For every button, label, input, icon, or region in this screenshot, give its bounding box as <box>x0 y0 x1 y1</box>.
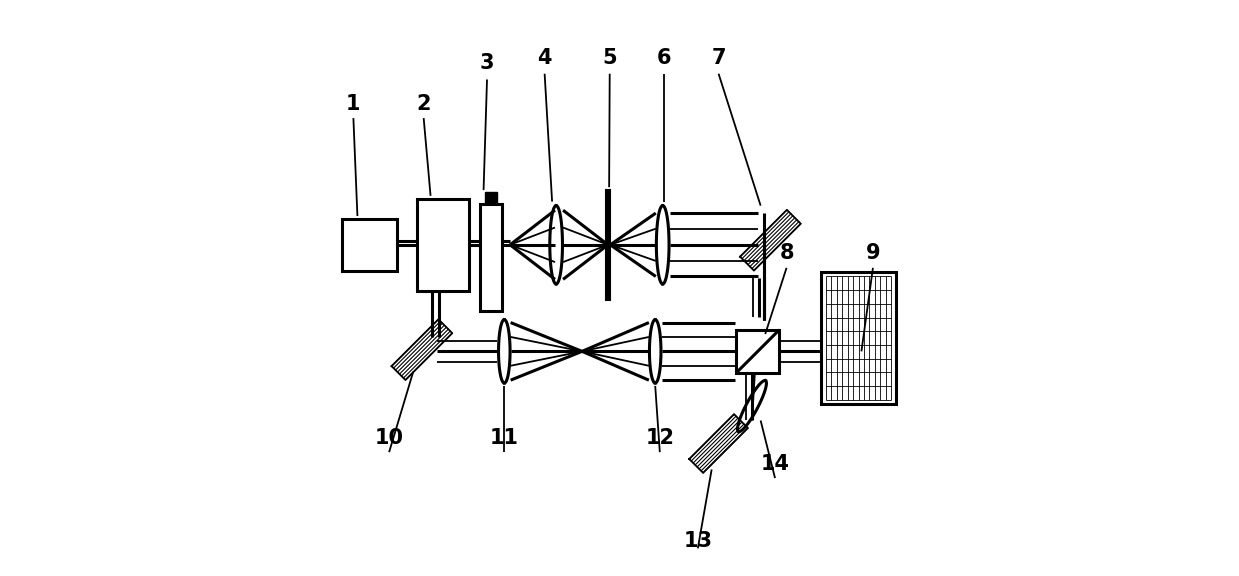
Bar <box>606 190 611 300</box>
Text: 3: 3 <box>479 54 494 73</box>
Bar <box>821 272 896 404</box>
Bar <box>416 199 468 291</box>
Text: 13: 13 <box>684 532 712 551</box>
Text: 2: 2 <box>416 94 431 113</box>
Bar <box>342 219 396 271</box>
Text: 7: 7 <box>711 48 726 67</box>
Bar <box>736 329 779 373</box>
Text: 5: 5 <box>602 48 617 67</box>
Text: 14: 14 <box>761 454 789 473</box>
Bar <box>479 204 502 311</box>
Text: 11: 11 <box>489 428 519 448</box>
Text: 8: 8 <box>779 244 794 263</box>
Text: 4: 4 <box>538 48 551 67</box>
Text: 1: 1 <box>346 94 361 113</box>
Text: 10: 10 <box>374 428 404 448</box>
Text: 12: 12 <box>646 428 674 448</box>
Text: 9: 9 <box>866 244 880 263</box>
Bar <box>484 192 497 204</box>
Text: 6: 6 <box>657 48 672 67</box>
